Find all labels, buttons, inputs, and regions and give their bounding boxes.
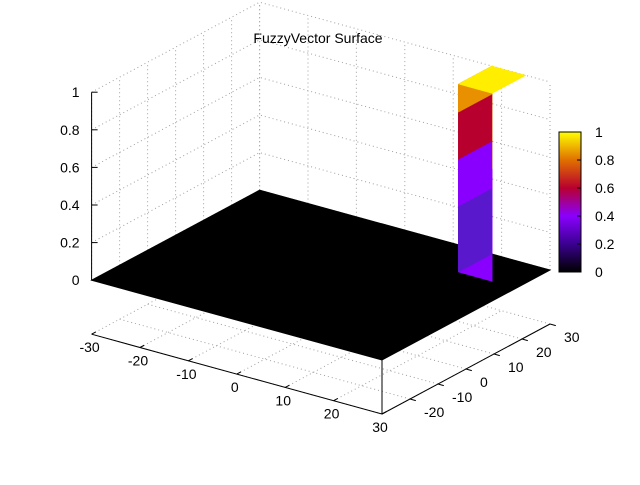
x-tick-label: 30 bbox=[372, 419, 388, 435]
colorbar-tick-label: 0.6 bbox=[595, 180, 615, 196]
z-tick-label: 0.8 bbox=[60, 122, 80, 138]
colorbar: 0 0.2 0.4 0.6 0.8 1 bbox=[558, 124, 615, 280]
colorbar-tick-label: 0.4 bbox=[595, 208, 615, 224]
colorbar-tick-label: 0.2 bbox=[595, 236, 615, 252]
x-tick-mark bbox=[188, 358, 193, 362]
colorbar-gradient bbox=[558, 131, 582, 273]
chart-title: FuzzyVector Surface bbox=[253, 30, 382, 46]
z-tick-label: 1 bbox=[72, 84, 80, 100]
colorbar-tick-label: 0 bbox=[595, 264, 603, 280]
x-tick-mark bbox=[236, 371, 242, 375]
plateau-top-face bbox=[457, 65, 527, 94]
x-tick-mark bbox=[91, 331, 97, 335]
y-tick-label: 0 bbox=[480, 374, 488, 390]
y-tick-label: -20 bbox=[424, 404, 444, 420]
z-tick-label: 0.4 bbox=[60, 197, 80, 213]
x-tick-mark bbox=[139, 344, 145, 348]
y-tick-mark bbox=[437, 383, 444, 387]
x-tick-mark bbox=[333, 398, 339, 402]
y-tick-mark bbox=[409, 398, 416, 402]
x-tick-mark bbox=[381, 411, 387, 415]
surface bbox=[90, 65, 552, 361]
y-tick-label: 30 bbox=[564, 329, 580, 345]
z-tick-label: 0.6 bbox=[60, 159, 80, 175]
z-tick-label: 0 bbox=[72, 272, 80, 288]
x-tick-mark bbox=[284, 384, 290, 388]
x-tick-label: 10 bbox=[275, 392, 291, 408]
y-tick-label: -10 bbox=[452, 389, 472, 405]
tick-labels: 0 0.2 0.4 0.6 0.8 1 -30 -20 -10 0 10 20 30 -20 -10 0 10 2… bbox=[60, 84, 580, 435]
y-tick-label: 20 bbox=[536, 344, 552, 360]
x-tick-label: -30 bbox=[79, 339, 99, 355]
x-tick-label: 0 bbox=[231, 379, 239, 395]
y-tick-mark bbox=[493, 353, 500, 357]
z-tick-label: 0.2 bbox=[60, 235, 80, 251]
x-tick-label: -10 bbox=[176, 366, 196, 382]
x-tick-label: -20 bbox=[128, 353, 148, 369]
y-tick-label: 10 bbox=[508, 359, 524, 375]
y-tick-mark bbox=[521, 338, 528, 342]
grid-lines bbox=[91, 1, 551, 415]
y-tick-mark bbox=[465, 368, 472, 372]
y-tick-mark bbox=[549, 323, 556, 327]
surface-base bbox=[90, 189, 552, 361]
colorbar-tick-label: 1 bbox=[595, 124, 603, 140]
x-tick-label: 20 bbox=[324, 406, 340, 422]
colorbar-tick-label: 0.8 bbox=[595, 152, 615, 168]
